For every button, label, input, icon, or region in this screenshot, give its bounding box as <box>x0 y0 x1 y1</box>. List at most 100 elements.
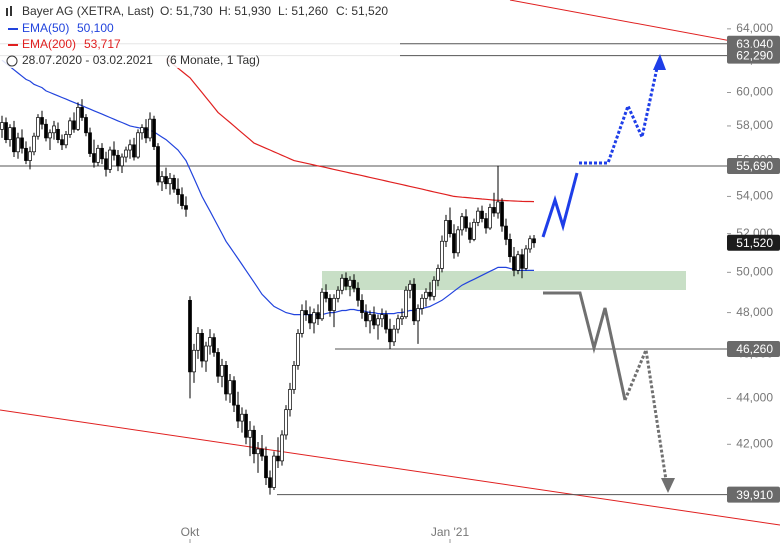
x-tick-label: Okt <box>181 525 200 539</box>
level-label: 51,520 <box>736 236 773 250</box>
candle-body <box>36 117 40 137</box>
candle-body <box>88 132 92 154</box>
candle-body <box>468 227 472 240</box>
forecast-up <box>541 172 579 238</box>
candle-body <box>32 135 36 153</box>
candle-body <box>48 132 52 139</box>
candle-body <box>148 118 152 139</box>
y-tick-label: 58,000 <box>736 118 773 132</box>
level-label: 46,260 <box>736 342 773 356</box>
candle-body <box>204 345 208 362</box>
candle-body <box>428 291 432 297</box>
candle-body <box>184 205 188 210</box>
candle-body <box>452 233 456 254</box>
support-zone <box>322 271 686 290</box>
level-label: 55,690 <box>736 159 773 173</box>
candle-body <box>316 312 320 320</box>
candle-body <box>4 122 8 140</box>
icon <box>10 6 12 16</box>
candle-body <box>332 297 336 311</box>
candle-body <box>96 147 100 163</box>
candle-body <box>336 289 340 299</box>
candle-body <box>444 220 448 242</box>
candle-body <box>344 277 348 287</box>
date-range: 28.07.2020 - 03.02.2021 <box>22 53 153 67</box>
x-tick-label: Jan '21 <box>431 525 470 539</box>
candle-body <box>276 455 280 462</box>
candle-body <box>164 176 168 185</box>
candle-body <box>24 147 28 161</box>
candle-body <box>288 389 292 411</box>
candle-body <box>492 207 496 214</box>
candle-body <box>460 216 464 231</box>
candle-body <box>268 477 272 488</box>
y-tick-label: 48,000 <box>736 305 773 319</box>
candle-body <box>420 297 424 309</box>
candle-body <box>112 149 116 156</box>
candle-body <box>140 127 144 134</box>
header-bg <box>0 0 400 68</box>
candle-body <box>380 314 384 320</box>
legend-label: EMA(50) <box>22 21 69 35</box>
candle-body <box>208 337 212 347</box>
candle-body <box>456 229 460 254</box>
candle-body <box>72 120 76 130</box>
candle-body <box>292 364 296 390</box>
level-box <box>727 47 780 64</box>
candle-body <box>172 177 176 190</box>
candle-body <box>484 218 488 229</box>
ohlc: O: 51,730 <box>160 4 213 18</box>
candle-body <box>392 328 396 343</box>
legend-value: 53,717 <box>84 37 121 51</box>
arrow-head <box>661 478 675 493</box>
candle-body <box>124 149 128 158</box>
level-label: 63,040 <box>736 37 773 51</box>
y-tick-label: 44,000 <box>736 391 773 405</box>
candle-body <box>296 333 300 366</box>
candle-body <box>284 409 288 436</box>
candle-body <box>532 238 536 244</box>
title: Bayer AG (XETRA, Last) <box>22 4 154 18</box>
candle-body <box>496 201 500 214</box>
forecast <box>541 54 675 493</box>
candle-body <box>376 318 380 326</box>
candle-body <box>192 349 196 373</box>
ohlc: H: 51,930 <box>219 4 271 18</box>
candle-body <box>348 279 352 287</box>
ema-line <box>1 59 534 316</box>
period: (6 Monate, 1 Tag) <box>166 53 260 67</box>
candle-body <box>232 380 236 406</box>
forecast-down-dotted <box>623 344 668 481</box>
forecast-up-dotted <box>579 67 659 165</box>
level-label: 39,910 <box>736 488 773 502</box>
candle-body <box>144 127 148 139</box>
candle-body <box>120 156 124 167</box>
candle-body <box>224 364 228 395</box>
candle-body <box>440 240 444 269</box>
ema-line <box>165 58 535 203</box>
y-tick-label: 42,000 <box>736 436 773 450</box>
candle-body <box>528 238 532 250</box>
y-tick-label: 64,000 <box>736 21 773 35</box>
candle-body <box>300 310 304 334</box>
candle-body <box>136 132 140 158</box>
candle-body <box>8 127 12 140</box>
candle-body <box>128 144 132 151</box>
candle-body <box>432 279 436 297</box>
candle-body <box>516 254 520 271</box>
legend-label: EMA(200) <box>22 37 76 51</box>
candle-body <box>308 314 312 324</box>
candle-body <box>20 137 24 149</box>
candle-body <box>12 127 16 153</box>
candle-body <box>352 279 356 289</box>
candle-body <box>404 289 408 318</box>
candle-body <box>400 316 404 320</box>
candle-body <box>436 268 440 281</box>
candle-body <box>248 429 252 438</box>
candle-body <box>216 352 220 377</box>
candle-body <box>260 448 264 457</box>
ohlc: L: 51,260 <box>278 4 328 18</box>
candle-body <box>76 107 80 130</box>
candle-body <box>176 188 180 195</box>
